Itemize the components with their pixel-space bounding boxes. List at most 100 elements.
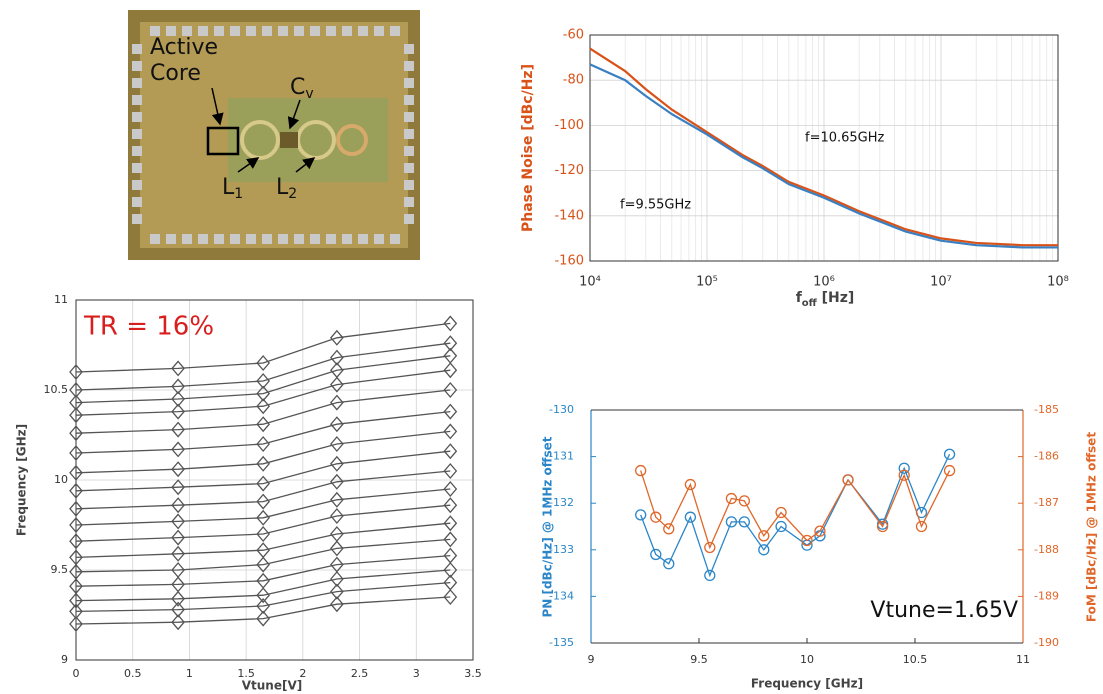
pad	[294, 234, 304, 244]
marker	[171, 576, 185, 593]
x-tick-label: 1	[186, 667, 193, 680]
y-tick-label: -80	[563, 73, 584, 88]
pad	[404, 112, 414, 122]
pad	[132, 95, 142, 105]
marker	[330, 508, 344, 524]
arrow	[295, 157, 316, 173]
pad	[404, 146, 414, 156]
marker	[915, 520, 928, 533]
marker	[330, 455, 344, 472]
y2-tick-label: -189	[1034, 589, 1059, 602]
pad	[294, 26, 304, 36]
x-axis-label: Vtune[V]	[242, 679, 303, 693]
pad	[214, 26, 224, 36]
annotation: TR = 16%	[83, 312, 214, 342]
core-label-2: Core	[150, 61, 201, 86]
marker	[443, 515, 458, 532]
marker	[704, 569, 716, 582]
marker	[171, 461, 185, 478]
marker	[738, 516, 751, 528]
pad	[404, 197, 414, 207]
chart: 10⁴ 10⁵ 10⁶ 10⁷ 10⁸ -160 -140 -120 -100 -80 -60 f=1…	[554, 28, 1068, 290]
x-tick-label: 10.5	[903, 653, 928, 666]
series-line	[75, 369, 451, 416]
marker	[256, 610, 271, 627]
marker	[69, 549, 83, 566]
pad	[132, 78, 142, 88]
die-photo: Active Core Cv L1 L2	[128, 10, 420, 260]
marker	[69, 482, 83, 499]
marker	[443, 403, 458, 420]
series-line	[75, 554, 451, 587]
marker	[758, 530, 770, 542]
l1-label: L1	[222, 175, 243, 202]
marker	[171, 360, 185, 377]
marker	[171, 403, 185, 420]
pad	[404, 129, 414, 139]
marker	[443, 443, 458, 460]
marker	[443, 547, 458, 564]
series-annotation: f=9.55GHz	[620, 198, 691, 213]
marker	[256, 509, 271, 526]
pad	[246, 234, 256, 244]
marker	[443, 481, 458, 497]
x-tick-label: 2	[299, 667, 306, 680]
marker	[330, 329, 344, 346]
marker	[650, 548, 662, 561]
marker	[256, 556, 271, 573]
marker	[443, 347, 458, 364]
pad	[404, 180, 414, 190]
pad	[132, 61, 142, 71]
x-tick-label: 3.5	[464, 667, 482, 680]
marker	[171, 601, 185, 618]
marker	[171, 614, 185, 631]
marker	[256, 436, 271, 452]
pad	[230, 26, 240, 36]
y2-tick-label: -186	[1034, 450, 1059, 463]
arrow	[287, 99, 301, 130]
series-line	[75, 488, 451, 526]
pad	[326, 26, 336, 36]
series-line	[75, 596, 451, 625]
marker	[171, 590, 185, 607]
cv-main: C	[290, 75, 305, 100]
marker	[330, 362, 344, 379]
x-tick-label: 0.5	[124, 667, 142, 680]
series-line	[75, 322, 451, 373]
x-axis-label-part: [Hz]	[817, 290, 855, 306]
arrow	[237, 157, 260, 173]
series-line	[75, 581, 451, 613]
marker	[725, 492, 738, 505]
marker	[69, 578, 83, 595]
pad	[326, 234, 336, 244]
pad	[278, 26, 288, 36]
series-line	[75, 504, 451, 542]
marker	[256, 542, 271, 559]
pad	[262, 234, 272, 244]
pad	[374, 234, 384, 244]
marker	[69, 407, 83, 424]
marker	[256, 587, 271, 604]
y-axis-label: Phase Noise [dBc/Hz]	[520, 64, 536, 232]
marker	[256, 526, 271, 542]
plot-frame	[589, 34, 1059, 262]
marker	[256, 475, 271, 492]
marker	[256, 598, 271, 614]
pad	[342, 234, 352, 244]
series-line	[75, 470, 451, 510]
x-tick-label: 10	[800, 653, 814, 666]
x-tick-label: 10⁴	[579, 275, 601, 290]
y-tick-label: -60	[563, 28, 584, 43]
marker	[171, 391, 185, 407]
y-tick-label: 10	[54, 473, 68, 486]
pads	[132, 26, 414, 244]
pad	[214, 234, 224, 244]
marker	[650, 511, 662, 523]
pad	[278, 234, 288, 244]
marker	[663, 558, 675, 570]
marker	[725, 516, 738, 528]
marker	[684, 511, 697, 523]
x-tick-label: 9.5	[690, 653, 708, 666]
pad	[230, 234, 240, 244]
x-tick-label: 10⁸	[1047, 275, 1069, 290]
